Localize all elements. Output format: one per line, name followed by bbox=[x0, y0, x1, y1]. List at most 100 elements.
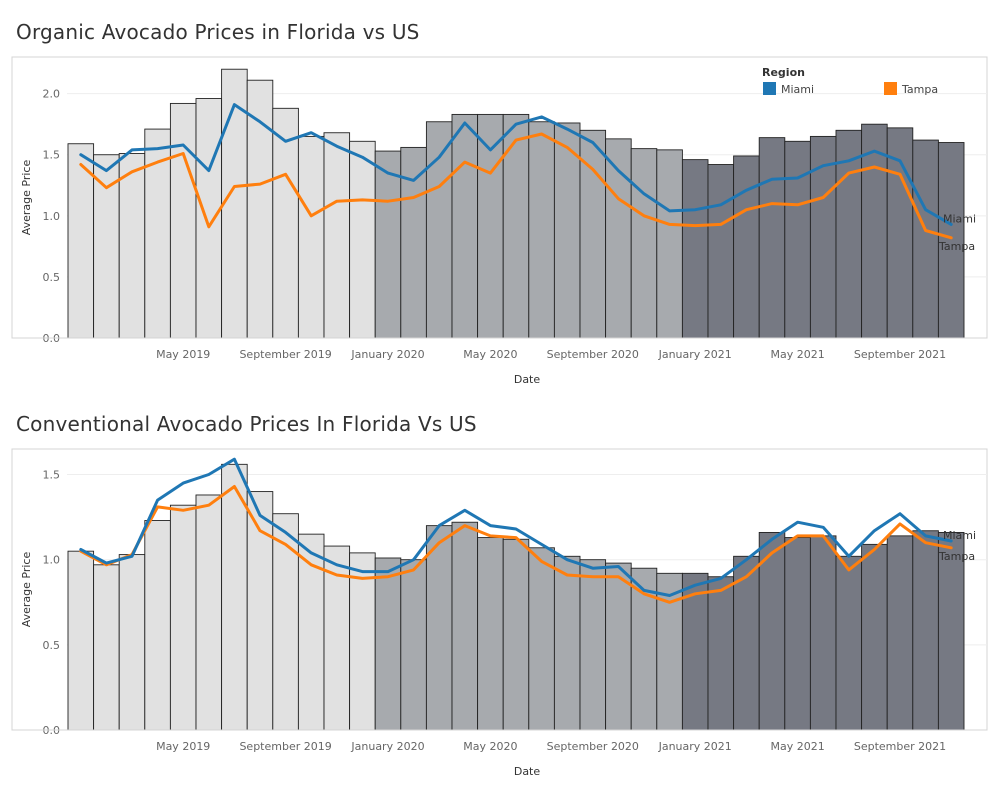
x-tick-label: September 2020 bbox=[547, 348, 639, 361]
x-axis-title: Date bbox=[514, 765, 541, 778]
bar[interactable] bbox=[169, 504, 197, 731]
bar[interactable] bbox=[579, 129, 607, 339]
x-tick-label: May 2019 bbox=[156, 740, 210, 753]
x-tick-label: September 2021 bbox=[854, 740, 946, 753]
bar[interactable] bbox=[579, 559, 607, 731]
bar[interactable] bbox=[195, 494, 223, 731]
region-legend[interactable]: Region Miami Tampa bbox=[762, 66, 938, 96]
miami-line[interactable] bbox=[79, 103, 953, 226]
bar[interactable] bbox=[809, 535, 837, 731]
bar[interactable] bbox=[861, 543, 888, 731]
legend-label-tampa[interactable]: Tampa bbox=[901, 83, 938, 96]
bar[interactable] bbox=[349, 552, 376, 731]
us-bars bbox=[67, 463, 965, 731]
bar[interactable] bbox=[477, 113, 504, 339]
us-bars bbox=[67, 68, 965, 339]
bar[interactable] bbox=[707, 576, 735, 731]
bar[interactable] bbox=[144, 520, 171, 731]
bar[interactable] bbox=[502, 538, 530, 731]
x-tick-label: May 2020 bbox=[463, 740, 517, 753]
bar[interactable] bbox=[169, 102, 197, 339]
bar[interactable] bbox=[553, 555, 581, 731]
bar[interactable] bbox=[67, 550, 95, 731]
y-tick-label: 1.0 bbox=[43, 210, 61, 223]
x-tick-label: January 2020 bbox=[350, 348, 424, 361]
bar[interactable] bbox=[528, 121, 555, 339]
y-tick-label: 1.5 bbox=[43, 469, 61, 482]
legend-swatch-miami[interactable] bbox=[763, 82, 776, 95]
bar[interactable] bbox=[886, 535, 914, 731]
bar[interactable] bbox=[297, 135, 325, 339]
x-tick-label: January 2020 bbox=[350, 740, 424, 753]
bar[interactable] bbox=[118, 554, 146, 731]
bar[interactable] bbox=[681, 159, 709, 339]
bar[interactable] bbox=[425, 121, 453, 339]
miami-line[interactable] bbox=[79, 457, 953, 597]
x-tick-label: September 2019 bbox=[239, 740, 331, 753]
bar[interactable] bbox=[605, 562, 632, 731]
bar[interactable] bbox=[707, 164, 735, 339]
bar[interactable] bbox=[374, 557, 402, 731]
bar[interactable] bbox=[630, 148, 658, 339]
bar[interactable] bbox=[912, 139, 939, 339]
bar[interactable] bbox=[323, 132, 351, 339]
tampa-line[interactable] bbox=[79, 485, 953, 604]
tampa-end-label: Tampa bbox=[938, 240, 975, 253]
tampa-line[interactable] bbox=[79, 132, 953, 240]
x-tick-label: January 2021 bbox=[658, 740, 732, 753]
bar[interactable] bbox=[246, 79, 274, 339]
bar[interactable] bbox=[221, 463, 248, 731]
bar[interactable] bbox=[425, 525, 453, 731]
y-axis-title: Average Price bbox=[20, 160, 33, 236]
y-axis-title: Average Price bbox=[20, 552, 33, 628]
bar[interactable] bbox=[937, 531, 965, 731]
bar[interactable] bbox=[93, 564, 120, 731]
x-tick-label: May 2019 bbox=[156, 348, 210, 361]
conventional-chart-title: Conventional Avocado Prices In Florida V… bbox=[16, 412, 477, 436]
bar[interactable] bbox=[118, 153, 146, 339]
bar[interactable] bbox=[733, 155, 760, 339]
legend-swatch-tampa[interactable] bbox=[884, 82, 897, 95]
bar[interactable] bbox=[912, 530, 939, 731]
bar[interactable] bbox=[861, 123, 888, 339]
bar[interactable] bbox=[681, 572, 709, 731]
x-axis-title: Date bbox=[514, 373, 541, 386]
bar[interactable] bbox=[835, 129, 863, 339]
bar[interactable] bbox=[835, 555, 863, 731]
bar[interactable] bbox=[349, 140, 376, 339]
y-tick-label: 1.0 bbox=[43, 554, 61, 567]
y-tick-label: 2.0 bbox=[43, 88, 61, 101]
bar[interactable] bbox=[553, 122, 581, 339]
y-tick-label: 0.5 bbox=[43, 271, 61, 284]
bar[interactable] bbox=[656, 149, 683, 339]
bar[interactable] bbox=[195, 98, 223, 339]
organic-chart-title: Organic Avocado Prices in Florida vs US bbox=[16, 20, 420, 44]
bar[interactable] bbox=[758, 137, 786, 339]
bar[interactable] bbox=[246, 491, 274, 731]
bar[interactable] bbox=[400, 146, 427, 339]
x-tick-label: May 2021 bbox=[770, 740, 824, 753]
bar[interactable] bbox=[528, 547, 555, 731]
x-tick-label: September 2020 bbox=[547, 740, 639, 753]
bar[interactable] bbox=[451, 521, 479, 731]
x-tick-label: September 2021 bbox=[854, 348, 946, 361]
x-tick-label: September 2019 bbox=[239, 348, 331, 361]
bar[interactable] bbox=[451, 113, 479, 339]
y-tick-label: 1.5 bbox=[43, 149, 61, 162]
legend-label-miami[interactable]: Miami bbox=[781, 83, 814, 96]
x-tick-label: January 2021 bbox=[658, 348, 732, 361]
bar[interactable] bbox=[784, 140, 811, 339]
miami-end-label: Miami bbox=[943, 529, 976, 542]
bar[interactable] bbox=[374, 150, 402, 339]
tampa-end-label: Tampa bbox=[938, 550, 975, 563]
legend-title: Region bbox=[762, 66, 805, 79]
bar[interactable] bbox=[502, 113, 530, 339]
bar[interactable] bbox=[477, 537, 504, 731]
bar[interactable] bbox=[400, 559, 427, 731]
y-tick-label: 0.5 bbox=[43, 639, 61, 652]
x-tick-label: May 2021 bbox=[770, 348, 824, 361]
bar[interactable] bbox=[784, 537, 811, 731]
